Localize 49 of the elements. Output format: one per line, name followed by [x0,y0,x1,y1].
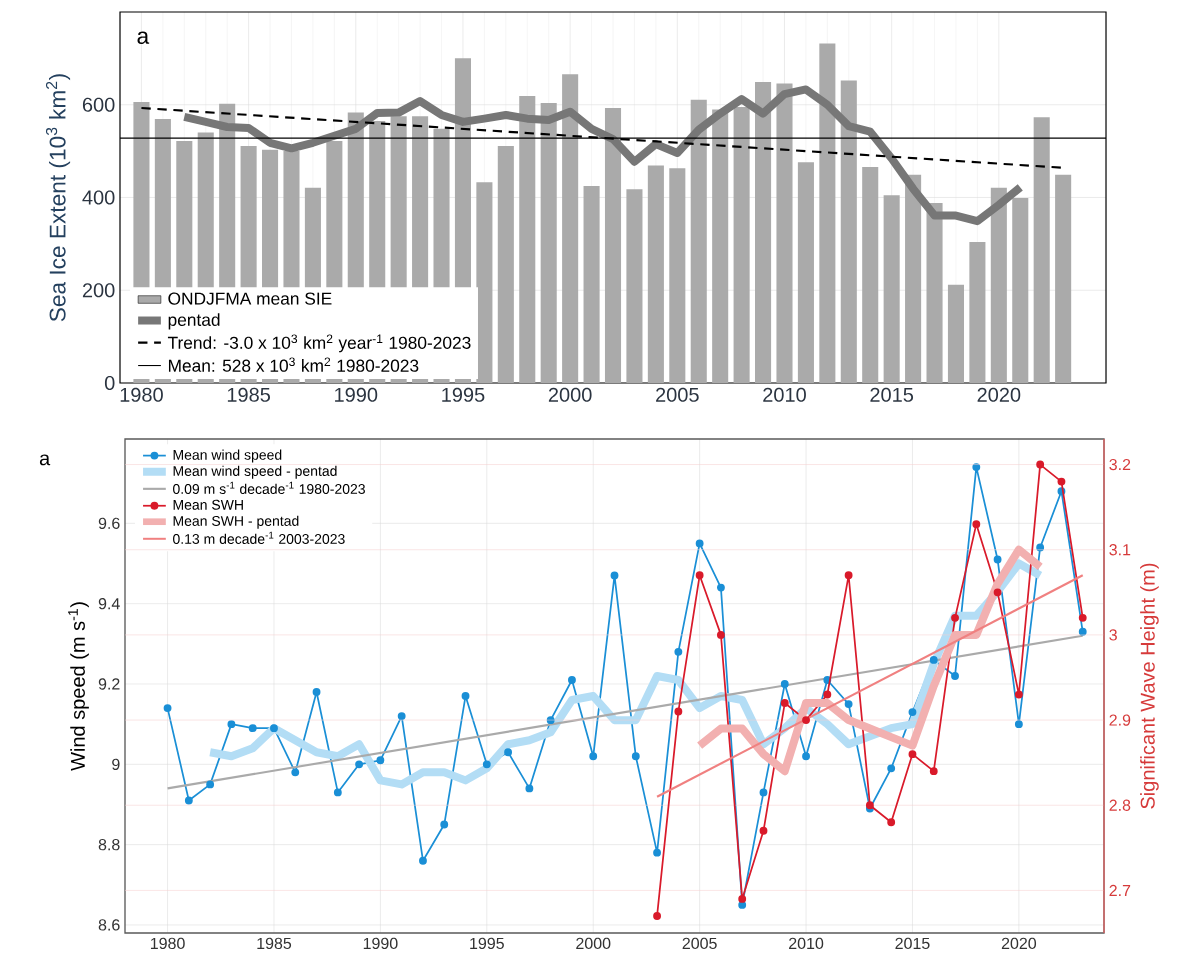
text: a [39,454,51,466]
x-tick-label: 1980 [150,937,185,950]
y2-tick-label: 2.7 [1109,884,1131,896]
y-axis-title: Wind speed (m s$^{-1}$) [68,602,89,771]
legend-label: Mean SWH - pentad [173,515,299,529]
y-tick-label: 400 [82,190,115,205]
legend-label: Mean: 528 x 10$^{3}$ km$^{2}$ 1980-2023 [168,357,419,372]
x-tick-label: 2015 [895,937,930,950]
x-tick-label: 1995 [442,387,485,402]
y2-tick-label: 3 [1109,629,1117,641]
legend-label: Mean wind speed - pentad [173,465,337,479]
y-tick-label: 200 [82,283,115,298]
x-tick-label: 2010 [763,387,806,402]
x-tick-label: 2020 [1001,937,1037,950]
x-tick-label: 1980 [120,387,163,402]
y2-tick-label: 3.2 [1109,458,1131,471]
y2-tick-label: 2.9 [1109,714,1131,726]
x-tick-label: 1985 [227,387,271,402]
y2-tick-label: 3.1 [1109,544,1131,556]
x-tick-label: 2005 [682,937,717,950]
annotation: a [137,31,150,44]
legend-label: 0.09 m s$^{-1}$ decade$^{-1}$ 1980-2023 [173,481,365,495]
legend-label: Trend: -3.0 x 10$^{3}$ km$^{2}$ year$^{-1}$ 1980-2023 [167,334,471,353]
x-tick-label: 2010 [789,937,824,950]
y-tick-label: 600 [82,97,115,112]
y-tick-label: 9.2 [98,678,120,690]
y2-tick-label: 2.8 [1109,799,1131,811]
x-tick-label: 2015 [870,387,914,402]
y2-axis-title: Significant Wave Height (m) [1140,563,1159,809]
x-tick-label: 2005 [656,387,699,402]
x-tick-label: 2000 [548,387,592,402]
legend-label: Mean SWH [173,499,243,510]
y-axis-title: Sea Ice Extent (10$^{3}$ km$^{2}$) [45,74,71,322]
y-tick-label: 9.6 [98,517,120,529]
legend-label: pentad [168,313,220,330]
y-tick-label: 8.8 [98,838,120,851]
y-tick-label: 0 [104,375,115,391]
y-tick-label: 8.6 [98,919,120,931]
legend-label: Mean wind speed [173,449,282,463]
y-tick-label: 9 [112,758,120,770]
x-tick-label: 1985 [257,937,292,950]
x-tick-label: 2000 [576,937,611,950]
x-tick-label: 1995 [470,937,504,950]
legend-label: ONDJFMA mean SIE [168,292,332,305]
x-tick-label: 1990 [335,387,378,402]
x-tick-label: 1990 [363,937,398,950]
x-tick-label: 2020 [977,387,1021,402]
legend-label: 0.13 m decade$^{-1}$ 2003-2023 [173,531,345,544]
y-tick-label: 9.4 [98,598,120,610]
